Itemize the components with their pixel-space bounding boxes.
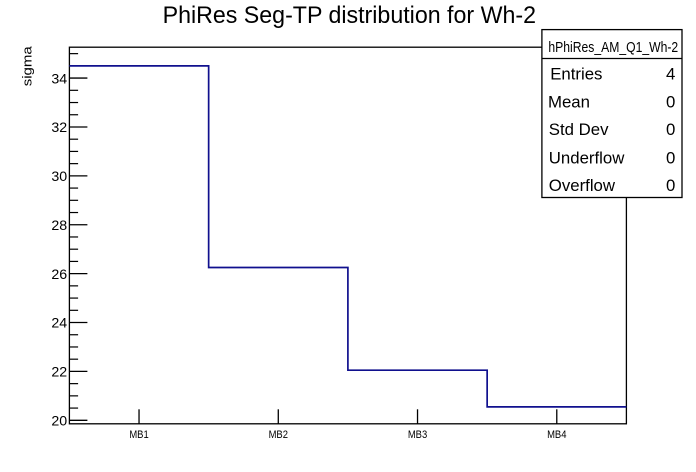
svg-text:0: 0 [666, 120, 675, 139]
svg-text:0: 0 [666, 176, 675, 195]
svg-text:0: 0 [666, 93, 675, 112]
svg-text:20: 20 [51, 414, 67, 430]
svg-text:22: 22 [51, 365, 67, 381]
svg-text:Underflow: Underflow [549, 148, 625, 167]
svg-text:sigma: sigma [20, 45, 35, 86]
svg-text:MB2: MB2 [269, 429, 288, 441]
svg-text:MB1: MB1 [129, 429, 148, 441]
svg-text:PhiRes Seg-TP distribution for: PhiRes Seg-TP distribution for Wh-2 [163, 2, 536, 29]
svg-text:hPhiRes_AM_Q1_Wh-2: hPhiRes_AM_Q1_Wh-2 [548, 39, 678, 56]
svg-text:34: 34 [51, 71, 67, 87]
svg-text:Std Dev: Std Dev [549, 120, 609, 139]
svg-text:30: 30 [51, 169, 67, 185]
svg-text:26: 26 [51, 267, 67, 283]
svg-text:4: 4 [666, 64, 675, 83]
svg-text:MB3: MB3 [408, 429, 427, 441]
svg-text:32: 32 [51, 120, 67, 136]
svg-text:MB4: MB4 [547, 429, 566, 441]
svg-text:Entries: Entries [550, 64, 602, 83]
svg-text:28: 28 [51, 218, 67, 234]
svg-text:Overflow: Overflow [549, 176, 616, 195]
svg-text:0: 0 [666, 148, 675, 167]
svg-text:24: 24 [51, 316, 67, 332]
svg-text:Mean: Mean [548, 93, 590, 112]
